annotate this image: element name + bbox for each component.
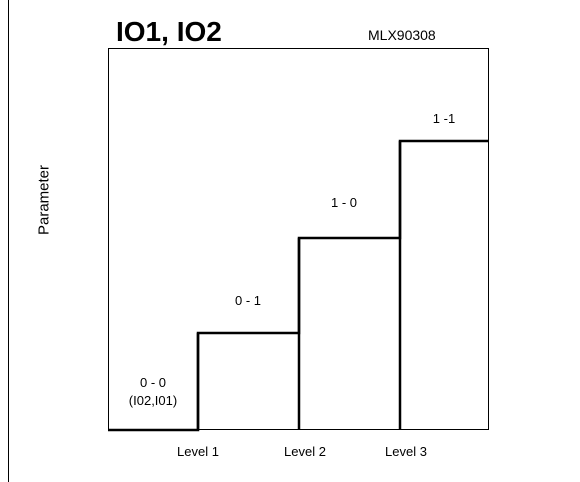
diagram-title: IO1, IO2 [116,16,222,47]
step-code-1: 0 - 1 [234,293,262,308]
step-note-0: (I02,I01) [128,392,178,408]
device-model-label: MLX90308 [368,27,436,43]
x-label-level-3: Level 3 [385,444,427,459]
step-code-3: 1 -1 [432,111,456,126]
step-label-1: 0 - 1 [235,292,261,310]
x-label-level-2: Level 2 [284,444,326,459]
step-code-0: 0 - 0 [139,375,167,390]
step-label-0: 0 - 0 (I02,I01) [129,374,177,409]
step-label-3: 1 -1 [433,110,455,128]
left-border-rule [8,0,9,482]
x-label-level-1: Level 1 [177,444,219,459]
step-label-2: 1 - 0 [331,194,357,212]
step-code-2: 1 - 0 [330,195,358,210]
